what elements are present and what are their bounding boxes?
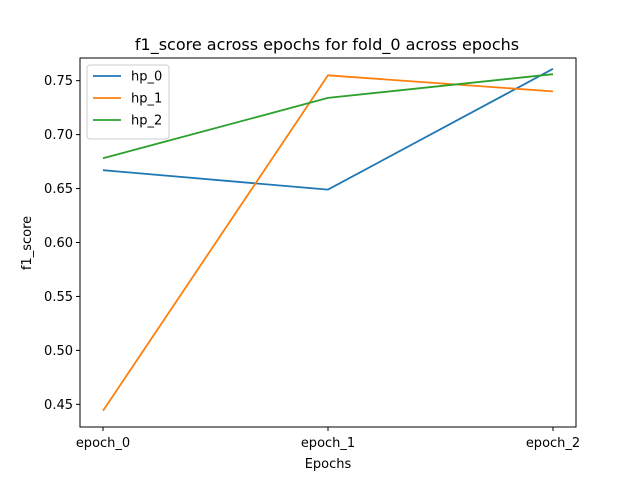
y-tick-label: 0.70 [44,128,73,143]
legend: hp_0 hp_1 hp_2 [86,64,170,140]
legend-label: hp_2 [131,114,162,129]
series-line-hp_0 [102,68,554,191]
plot-area [102,68,554,412]
x-axis: epoch_0 epoch_1 epoch_2 [76,427,580,451]
series-line-hp_2 [102,73,554,160]
y-tick-label: 0.75 [44,74,73,89]
y-tick-label: 0.50 [44,344,73,359]
x-tick-label: epoch_1 [301,436,355,451]
legend-label: hp_0 [131,70,162,85]
x-axis-label: Epochs [305,457,352,472]
x-tick-label: epoch_0 [76,436,130,451]
legend-label: hp_1 [131,92,162,107]
y-tick-label: 0.60 [44,236,73,251]
y-axis: 0.45 0.50 0.55 0.60 0.65 0.70 0.75 [44,74,80,413]
series-line-hp_1 [102,74,554,412]
y-tick-label: 0.65 [44,182,73,197]
y-axis-label: f1_score [20,216,35,270]
x-tick-label: epoch_2 [526,436,580,451]
chart-title: f1_score across epochs for fold_0 across… [135,35,519,55]
y-tick-label: 0.45 [44,398,73,413]
y-tick-label: 0.55 [44,290,73,305]
